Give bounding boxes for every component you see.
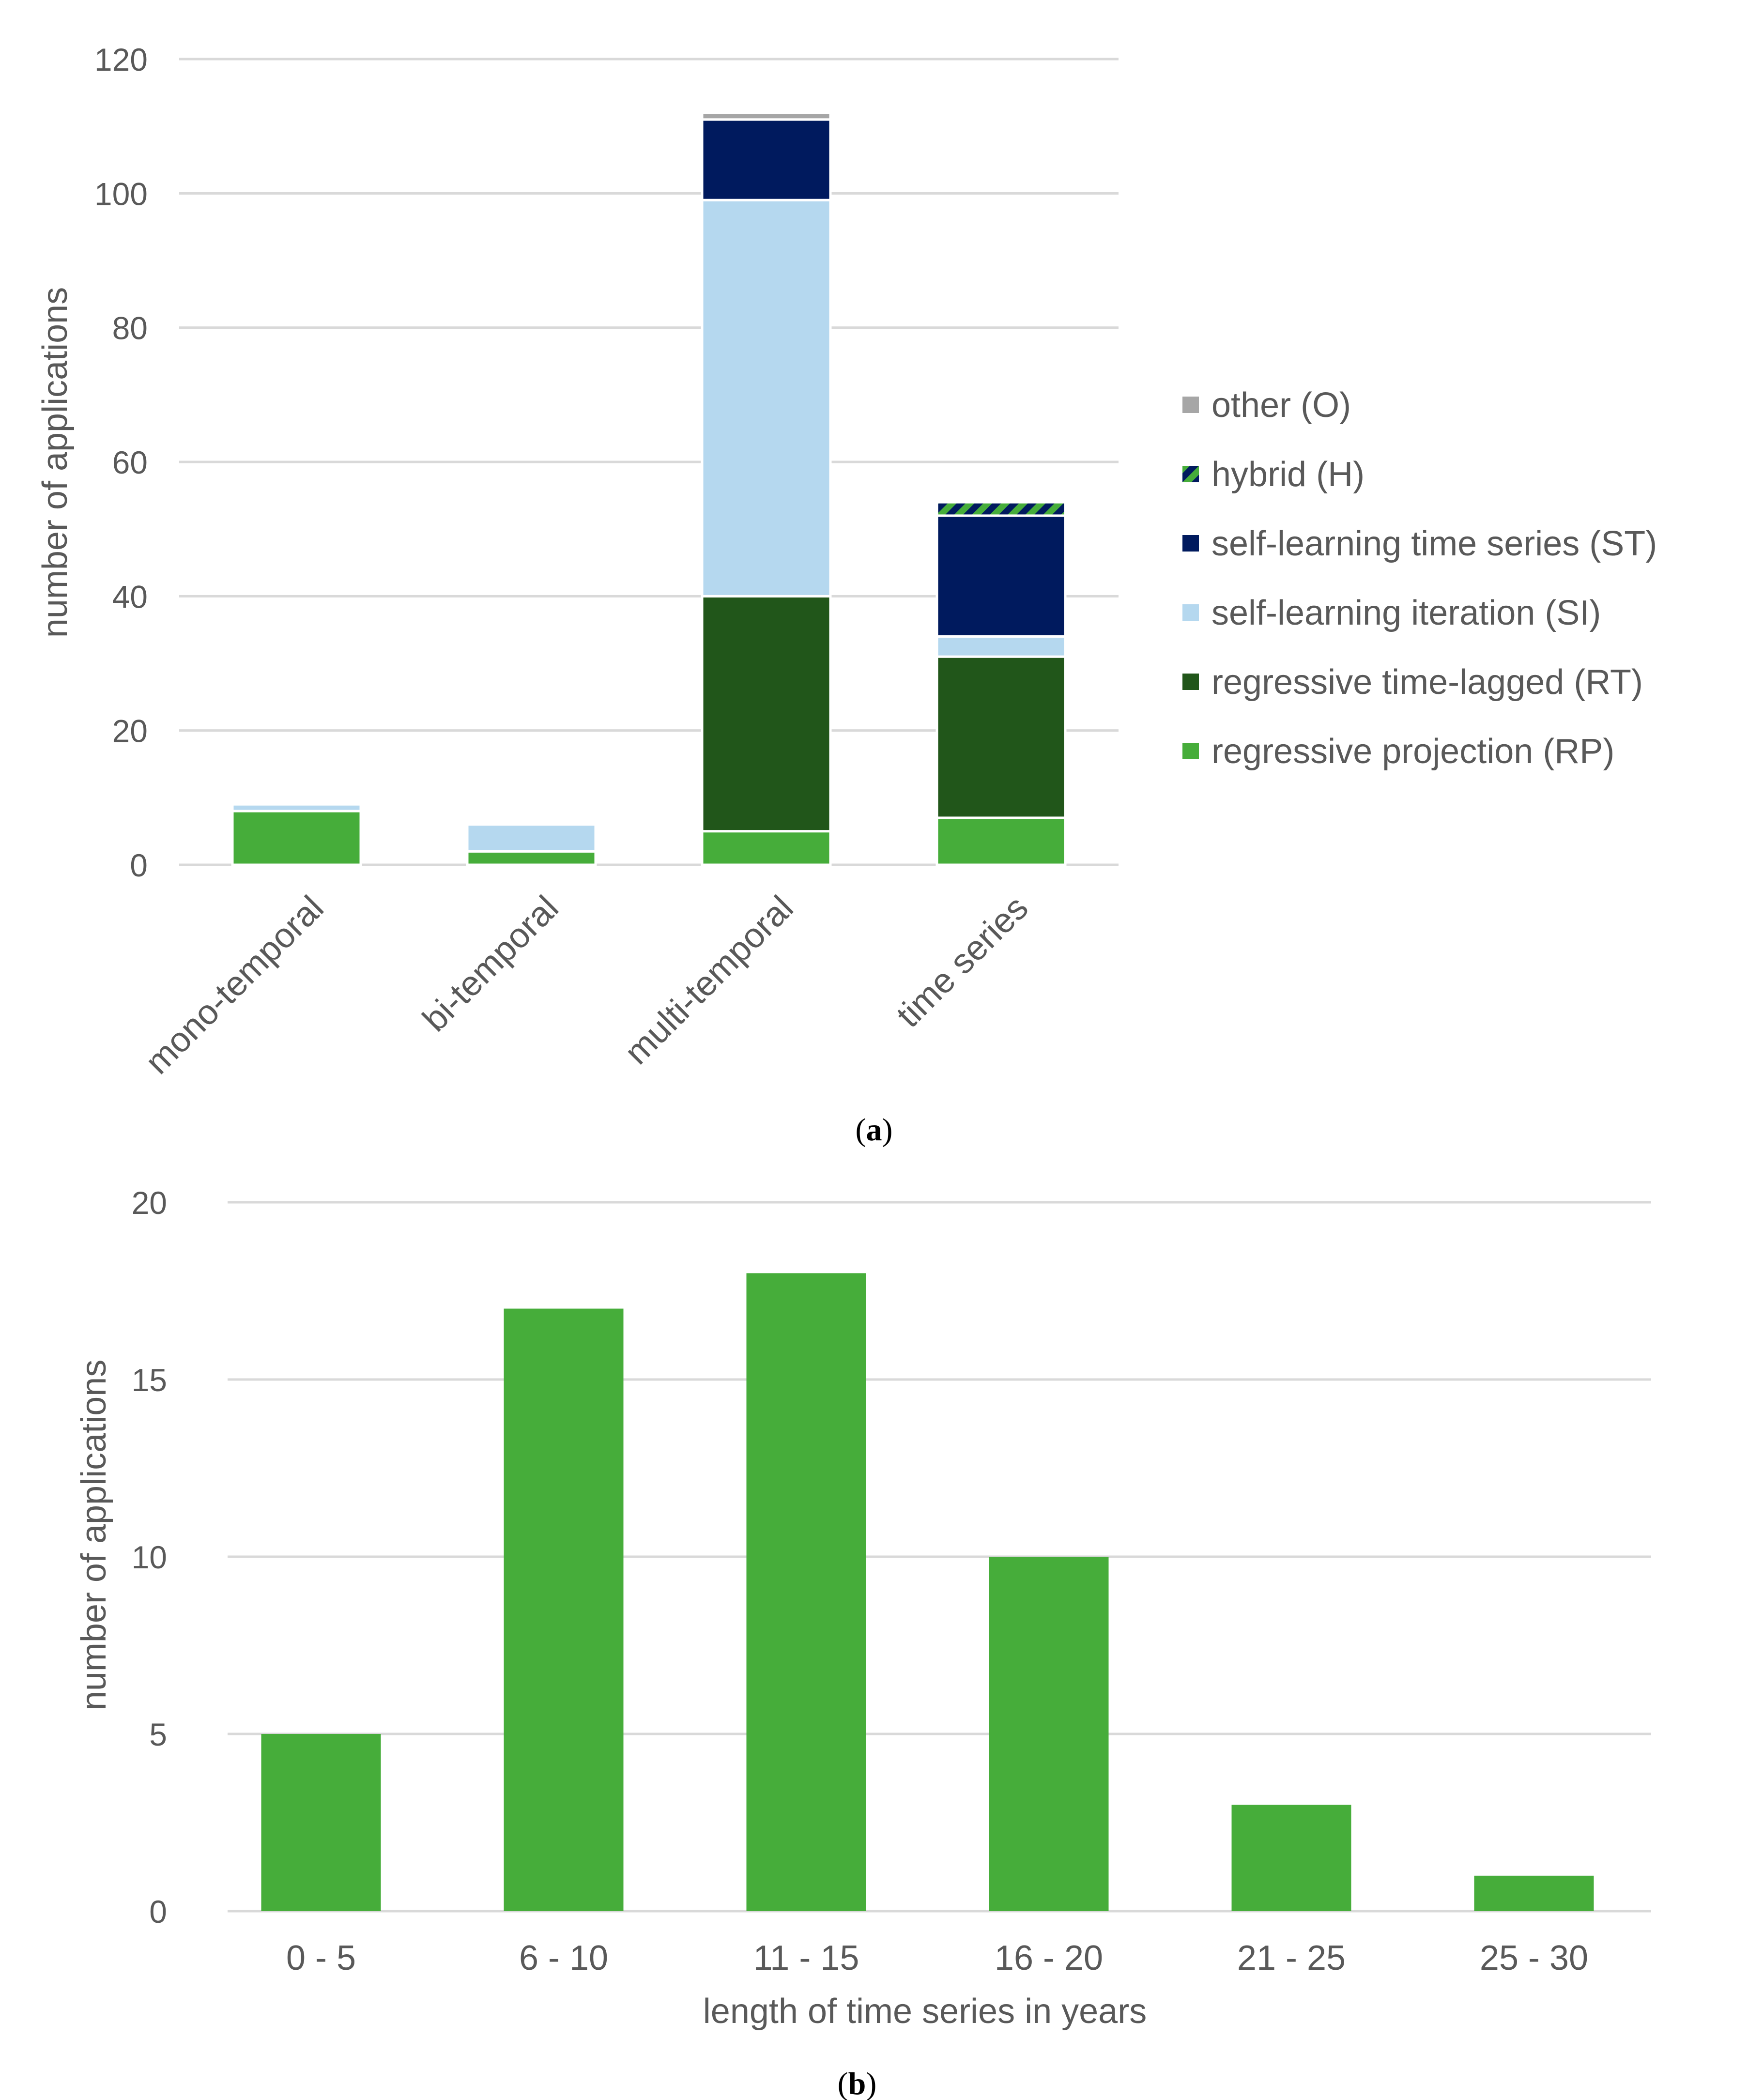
y-tick-label-80: 80 [112,310,148,346]
bar-mono-temporal-regressive-projection-rp [231,810,362,866]
x-tick-label-6-10: 6 - 10 [519,1939,608,1977]
chart-b-bar: 0 5 10 15 20 0 - 5 6 - 10 11 - 15 16 - 20 21 - 2… [75,1185,1651,2031]
chart-a-gridlines [179,58,1119,866]
bar-multi-temporal-self-learning-time-series-st [701,118,832,201]
chart-b-x-ticks: 0 - 5 6 - 10 11 - 15 16 - 20 21 - 25 25 - 30 [286,1939,1588,1977]
bar-time-series-regressive-time-lagged-rt [935,655,1067,819]
y-tick-label-20: 20 [132,1185,167,1221]
x-tick-label-0-5: 0 - 5 [286,1939,356,1977]
chart-a-y-ticks: 0 20 40 60 80 100 120 [94,42,148,883]
legend-swatch-self-learning-iteration-si [1182,604,1199,621]
chart-b-y-axis-label: number of applications [75,1360,113,1710]
x-tick-label-16-20: 16 - 20 [995,1939,1103,1977]
chart-b-bars [261,1273,1594,1911]
y-tick-label-120: 120 [94,42,148,77]
bar-multi-temporal-self-learning-iteration-si [701,199,832,598]
chart-b-gridlines [228,1201,1651,1913]
legend-label-regressive-projection-rp: regressive projection (RP) [1211,732,1614,771]
chart-a-legend: other (O) hybrid (H) self-learning time se… [1182,386,1657,771]
bar-mono-temporal-self-learning-iteration-si [231,803,362,812]
legend-label-hybrid-h: hybrid (H) [1211,455,1365,494]
chart-b-x-axis-label: length of time series in years [703,1992,1147,2031]
bar-time-series-hybrid-h [935,501,1067,517]
chart-a-x-ticks: mono-temporal bi-temporal multi-temporal ti… [138,889,1036,1082]
bar-6-10 [504,1308,624,1911]
legend-swatch-regressive-time-lagged-rt [1182,674,1199,690]
legend-swatch-hybrid-h [1182,466,1199,482]
bar-bi-temporal-self-learning-iteration-si [466,823,597,853]
x-tick-label-11-15: 11 - 15 [753,1939,859,1977]
x-tick-label-25-30: 25 - 30 [1480,1939,1588,1977]
legend-swatch-self-learning-time-series-st [1182,535,1199,552]
y-tick-label-5: 5 [149,1717,167,1752]
legend-swatch-regressive-projection-rp [1182,743,1199,759]
bar-time-series-regressive-projection-rp [935,816,1067,866]
x-tick-label-time-series: time series [889,889,1036,1035]
bar-bi-temporal-regressive-projection-rp [466,850,597,866]
legend-label-self-learning-time-series-st: self-learning time series (ST) [1211,524,1657,563]
bar-multi-temporal-other-o [701,111,832,121]
y-tick-label-20: 20 [112,713,148,749]
y-tick-label-40: 40 [112,579,148,614]
bar-0-5 [261,1734,381,1911]
x-tick-label-multi-temporal: multi-temporal [617,889,801,1072]
chart-a-stacked-bar: 0 20 40 60 80 100 120 mono-temporal bi-temporal… [36,42,1657,1082]
y-tick-label-0: 0 [130,847,148,883]
panel-label-b-letter: b [848,2066,866,2100]
legend-swatch-other-o [1182,397,1199,413]
y-tick-label-60: 60 [112,445,148,480]
bar-11-15 [746,1273,866,1911]
bar-multi-temporal-regressive-projection-rp [701,830,832,866]
bar-21-25 [1231,1805,1351,1911]
y-tick-label-0: 0 [149,1894,167,1930]
chart-b-y-ticks: 0 5 10 15 20 [132,1185,167,1930]
legend-label-other-o: other (O) [1211,386,1351,425]
bar-time-series-self-learning-time-series-st [935,514,1067,638]
x-tick-label-21-25: 21 - 25 [1237,1939,1346,1977]
y-tick-label-15: 15 [132,1362,167,1398]
bar-25-30 [1474,1875,1594,1911]
x-tick-label-bi-temporal: bi-temporal [415,889,566,1039]
panel-label-a-letter: a [866,1112,882,1148]
x-tick-label-mono-temporal: mono-temporal [138,889,331,1082]
bar-multi-temporal-regressive-time-lagged-rt [701,595,832,833]
legend-label-regressive-time-lagged-rt: regressive time-lagged (RT) [1211,663,1643,702]
panel-label-b: (b) [838,2066,877,2100]
y-tick-label-100: 100 [94,176,148,212]
y-tick-label-10: 10 [132,1539,167,1575]
legend-label-self-learning-iteration-si: self-learning iteration (SI) [1211,594,1601,632]
chart-a-bars [231,111,1067,866]
bar-time-series-self-learning-iteration-si [935,635,1067,658]
panel-label-a: (a) [856,1112,893,1148]
chart-a-y-axis-label: number of applications [36,287,75,638]
bar-16-20 [989,1557,1109,1911]
